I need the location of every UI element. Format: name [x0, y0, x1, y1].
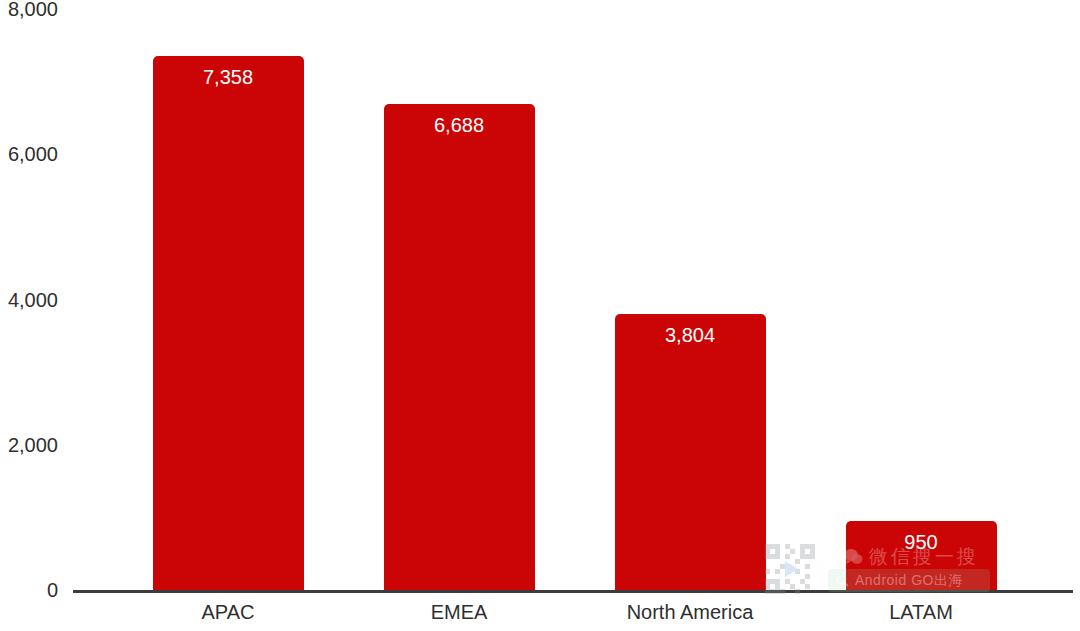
bar-chart: 0 2,000 4,000 6,000 8,000 7,358 6,688 3,804 950… [0, 0, 1080, 631]
x-tick-label: APAC [118, 600, 338, 624]
bar-value-label: 7,358 [153, 66, 304, 88]
bar-north-america: 3,804 [615, 314, 766, 590]
bar-apac: 7,358 [153, 56, 304, 590]
bar-emea: 6,688 [384, 104, 535, 590]
y-tick-label: 4,000 [0, 288, 58, 312]
x-tick-label: EMEA [349, 600, 569, 624]
x-tick-label: LATAM [811, 600, 1031, 624]
qr-code-icon [765, 543, 815, 595]
bar-value-label: 6,688 [384, 114, 535, 136]
y-tick-label: 6,000 [0, 142, 58, 166]
bar-value-label: 3,804 [615, 324, 766, 346]
bar-latam: 950 [846, 521, 997, 590]
bar-value-label: 950 [846, 531, 997, 553]
x-tick-label: North America [580, 600, 800, 624]
x-axis-line [73, 590, 1073, 593]
y-tick-label: 0 [0, 578, 58, 602]
y-tick-label: 8,000 [0, 0, 58, 21]
y-tick-label: 2,000 [0, 433, 58, 457]
